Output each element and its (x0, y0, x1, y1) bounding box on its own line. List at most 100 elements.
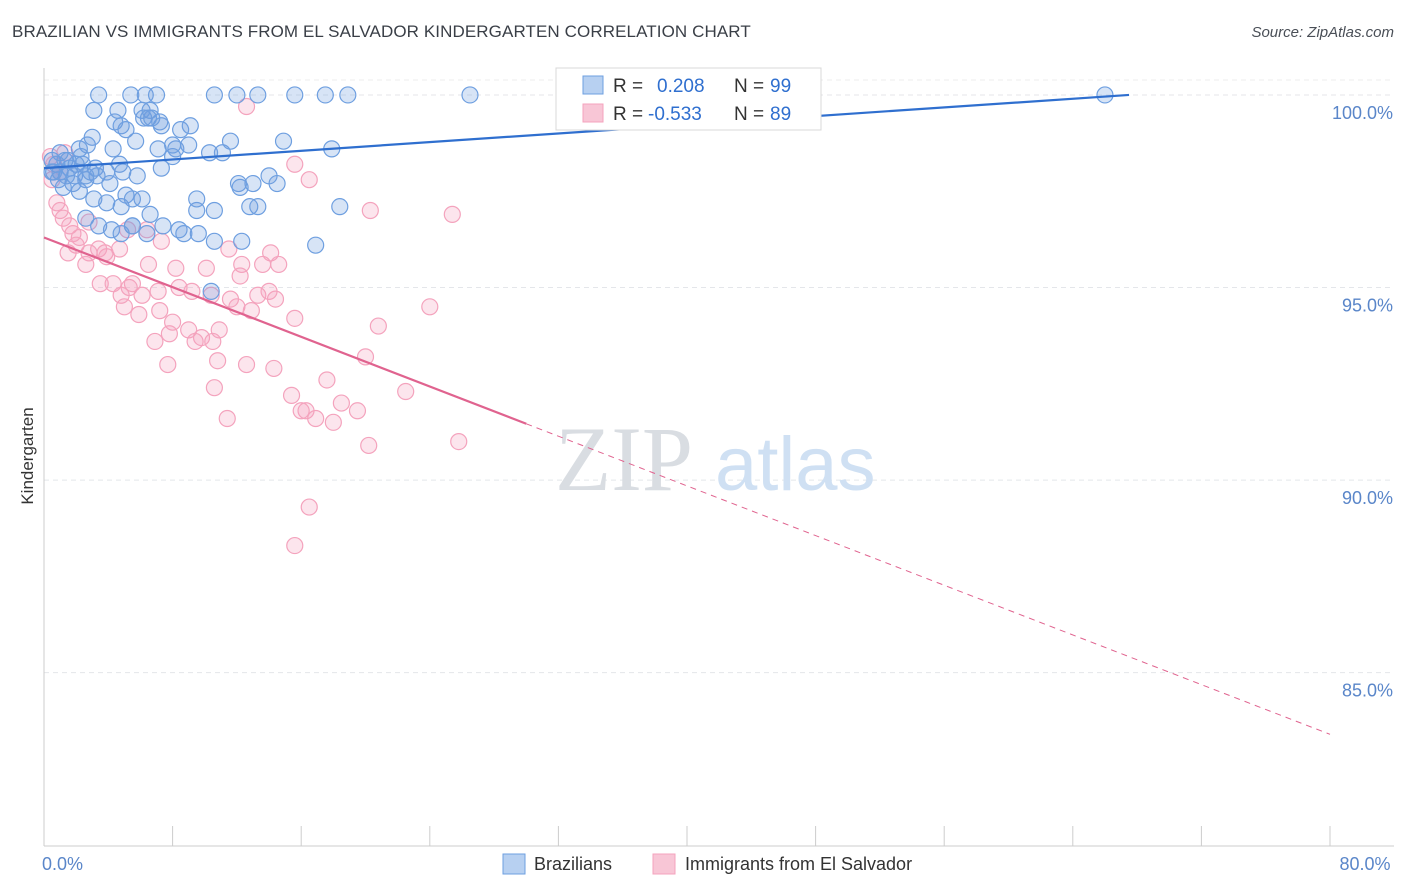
legend-top: R = 0.208 N = 99 R = -0.533 N = 89 (555, 67, 822, 131)
brazilian-point (122, 86, 140, 104)
x-tick-label-0: 0.0% (42, 854, 83, 874)
legend-n-label-blue: N = (734, 76, 764, 97)
brazilian-point (233, 232, 251, 250)
legend-bottom: Brazilians Immigrants from El Salvador (502, 853, 912, 875)
el-salvador-point (205, 379, 223, 397)
el-salvador-point (197, 259, 215, 277)
brazilian-point (205, 86, 223, 104)
el-salvador-point (151, 302, 169, 320)
trendline-el-salvador (43, 236, 527, 425)
legend-n-value-pink: 89 (770, 104, 791, 125)
series-immigrants-el-salvador-points (41, 97, 468, 555)
brazilian-point (228, 86, 246, 104)
legend-swatch-pink (582, 103, 604, 123)
brazilian-point (181, 117, 199, 135)
brazilian-point (85, 190, 103, 208)
brazilian-point (128, 167, 146, 185)
el-salvador-point (266, 290, 285, 308)
x-tick-label-80: 80.0% (1339, 854, 1390, 874)
el-salvador-point (249, 286, 267, 304)
brazilian-point (331, 198, 349, 216)
brazilian-point (180, 136, 198, 154)
brazilian-point (316, 86, 334, 104)
el-salvador-point (237, 355, 256, 374)
el-salvador-point (77, 255, 95, 274)
source-credit: Source: ZipAtlas.com (1251, 24, 1394, 41)
el-salvador-point (202, 286, 220, 304)
brazilian-point (221, 132, 240, 150)
el-salvador-point (324, 413, 342, 431)
legend-bottom-label-brazilians: Brazilians (534, 854, 612, 874)
el-salvador-point (149, 282, 167, 300)
brazilian-point (98, 163, 116, 181)
brazilian-point (205, 232, 223, 250)
el-salvador-point (421, 298, 439, 316)
legend-bottom-swatch-blue (502, 853, 526, 875)
brazilian-point (77, 209, 95, 227)
brazilian-point (139, 109, 158, 127)
el-salvador-point (348, 402, 367, 420)
el-salvador-point (369, 317, 387, 335)
brazilian-point (189, 225, 207, 243)
brazilian-point (85, 101, 103, 119)
brazilian-point (1096, 86, 1114, 104)
el-salvador-point (204, 332, 222, 351)
brazilian-point (123, 190, 142, 208)
brazilian-point (70, 182, 88, 200)
el-salvador-point (397, 382, 415, 401)
brazilian-point (104, 140, 122, 158)
brazilian-point (205, 201, 223, 220)
brazilian-point (102, 221, 121, 239)
trendlines (43, 93, 1331, 735)
brazilian-point (141, 205, 159, 223)
brazilian-point (461, 86, 479, 104)
legend-n-label-pink: N = (734, 104, 764, 125)
brazilian-point (202, 282, 220, 300)
el-salvador-point (300, 498, 318, 516)
brazilian-point (127, 132, 145, 150)
el-salvador-point (231, 267, 249, 285)
brazilian-point (274, 132, 293, 150)
brazilian-point (112, 117, 130, 135)
x-ticks (43, 826, 1331, 846)
legend-bottom-label-el-salvador: Immigrants from El Salvador (685, 854, 912, 874)
el-salvador-point (300, 171, 318, 189)
el-salvador-point (282, 386, 301, 404)
el-salvador-point (152, 232, 170, 250)
brazilian-point (188, 190, 206, 208)
brazilian-point (268, 174, 286, 193)
brazilian-point (123, 217, 142, 235)
el-salvador-point (286, 536, 304, 555)
el-salvador-point (218, 409, 236, 428)
watermark-zip: ZIP (555, 408, 693, 510)
el-salvador-point (139, 255, 158, 274)
el-salvador-point (270, 255, 288, 274)
legend-r-value-blue: 0.208 (657, 76, 705, 97)
el-salvador-point (332, 394, 350, 412)
brazilian-point (249, 86, 267, 104)
gridlines (44, 79, 1394, 674)
legend-swatch-blue (582, 75, 604, 95)
y-tick-label-95: 95.0% (1342, 296, 1393, 316)
el-salvador-point (115, 298, 133, 316)
el-salvador-point (254, 255, 272, 274)
brazilian-point (231, 178, 249, 196)
brazilian-point (90, 86, 108, 104)
el-salvador-point (91, 275, 109, 293)
el-salvador-point (146, 332, 164, 351)
brazilian-point (70, 140, 88, 158)
el-salvador-point (159, 355, 177, 374)
y-tick-label-100: 100.0% (1332, 103, 1393, 123)
el-salvador-point (360, 436, 378, 455)
brazilian-point (152, 117, 170, 135)
brazilian-point (114, 163, 132, 181)
el-salvador-point (220, 240, 238, 258)
el-salvador-point (237, 97, 256, 116)
x-tick-labels: 0.0% 80.0% (42, 854, 1391, 874)
brazilian-point (249, 198, 267, 216)
brazilian-point (77, 167, 95, 185)
watermark-atlas: atlas (715, 422, 876, 507)
brazilian-point (244, 174, 262, 193)
el-salvador-point (160, 325, 178, 343)
trendline-brazilians (43, 93, 1130, 170)
